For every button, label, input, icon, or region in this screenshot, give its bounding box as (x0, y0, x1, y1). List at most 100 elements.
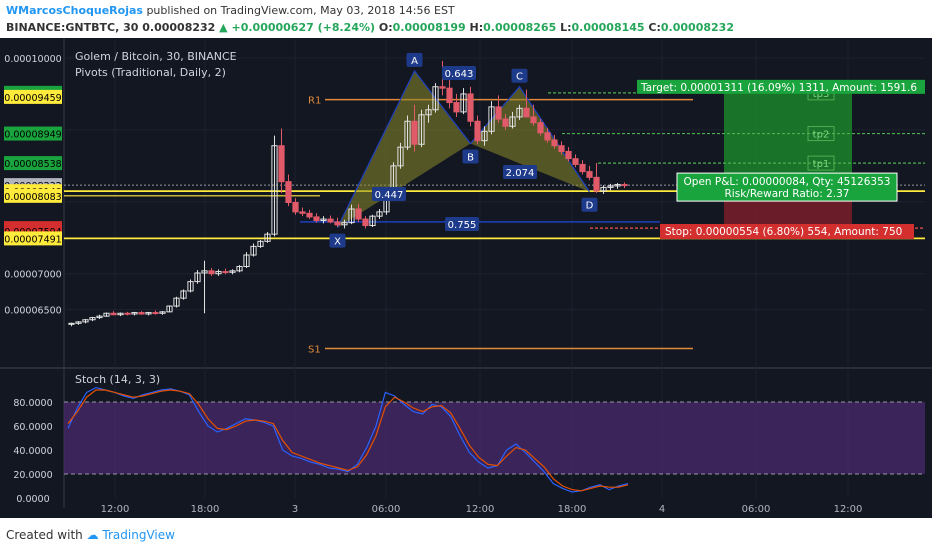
price-badge (4, 231, 62, 246)
last-price: 0.00008232 (142, 21, 216, 34)
x-tick-label: 12:00 (834, 504, 863, 515)
candle-body (257, 240, 264, 247)
x-tick-label: 12:00 (101, 504, 130, 515)
pattern-point-badge (511, 68, 528, 83)
ohlc-line: BINANCE:GNTBTC, 30 0.00008232 ▲ +0.00000… (6, 21, 734, 34)
candle-body (292, 202, 299, 213)
candle-body (215, 271, 222, 275)
tradingview-logo-icon: ☁ (86, 528, 99, 542)
candle-body (474, 120, 481, 142)
candle-body (530, 116, 537, 124)
pattern-ratio-label: 0.447 (375, 190, 404, 201)
pattern-point-label: C (516, 72, 523, 83)
candle-body (194, 272, 201, 283)
publish-line: WMarcosChoqueRojas published on TradingV… (6, 4, 455, 17)
x-tick-label: 18:00 (191, 504, 220, 515)
candle-body (376, 211, 383, 217)
high-label: H: (469, 21, 484, 34)
x-tick-label: 3 (292, 504, 298, 515)
pattern-point-badge (581, 197, 598, 212)
price-badge (4, 188, 62, 203)
target-label: Target: 0.00001311 (16.09%) 1311, Amount… (640, 82, 917, 94)
candle-body (488, 106, 495, 132)
candle-body (299, 211, 306, 214)
candle-body (250, 245, 257, 256)
candle-body (341, 222, 348, 226)
candle-body (208, 270, 215, 275)
candle-body (355, 208, 362, 220)
tp1-marker (807, 155, 835, 171)
x-tick-label: 06:00 (742, 504, 771, 515)
candle-body (236, 266, 243, 272)
candle-body (607, 185, 614, 188)
candle-body (313, 216, 320, 221)
tp2-marker (807, 126, 835, 142)
stoch-y-tick-label: 80.0000 (13, 398, 52, 409)
triangle-up-icon: ▲ (219, 21, 228, 34)
pattern-point-badge (329, 233, 346, 248)
pattern-point-badge (406, 52, 423, 67)
candle-body (586, 171, 593, 178)
candle-body (327, 218, 334, 223)
chart-area[interactable]: R1 S1 X A B C D 0.643 2.074 0.447 0.755 tp3 tp2 tp1 T… (0, 38, 932, 518)
tradingview-brand-link[interactable]: TradingView (102, 528, 175, 542)
candle-body (117, 312, 124, 316)
stoch-k-line (67, 386, 629, 493)
pivot-r1-label: R1 (308, 96, 321, 107)
candle-body (243, 254, 250, 268)
candle-body (348, 208, 355, 224)
candle-body (614, 184, 621, 187)
candle-body (264, 233, 271, 242)
symbol-text: BINANCE:GNTBTC, 30 (6, 21, 139, 34)
candle-body (446, 87, 453, 104)
price-badge (4, 126, 62, 141)
candle-body (89, 317, 96, 321)
stoch-d-line (67, 389, 629, 492)
candle-body (110, 312, 117, 316)
open-value: 0.00008199 (392, 21, 466, 34)
candle-body (404, 120, 411, 148)
pattern-point-label: D (586, 201, 594, 212)
y-tick-label: 0.00008083 (4, 192, 61, 203)
y-tick-label: 0.00007491 (4, 234, 61, 245)
candle-body (558, 145, 565, 152)
candle-body (439, 86, 446, 89)
y-tick-label: 0.00006500 (4, 306, 61, 317)
stoch-band (64, 402, 925, 474)
candle-body (593, 176, 600, 192)
candle-body (600, 186, 607, 192)
tp1-label: tp1 (813, 159, 830, 170)
pattern-ratio-badge (503, 165, 537, 179)
candle-body (579, 163, 586, 173)
y-tick-label: 0.00007000 (4, 270, 61, 281)
candle-body (138, 312, 145, 315)
candle-body (187, 281, 194, 292)
candle-body (320, 218, 327, 221)
pattern-point-badge (462, 149, 479, 164)
stoch-y-tick-label: 40.0000 (13, 446, 52, 457)
pattern-legs (336, 69, 590, 228)
pattern-point-label: X (334, 237, 341, 248)
candle-body (572, 158, 579, 165)
low-value: 0.00008145 (571, 21, 645, 34)
high-value: 0.00008265 (483, 21, 557, 34)
pivots-legend: Pivots (Traditional, Daily, 2) (75, 66, 226, 79)
pnl-box (676, 172, 898, 202)
candle-body (565, 150, 572, 160)
candle-body (201, 270, 208, 274)
stop-label: Stop: 0.00000554 (6.80%) 554, Amount: 75… (665, 226, 902, 238)
price-badge (4, 89, 62, 104)
candle-body (222, 271, 229, 274)
author-link[interactable]: WMarcosChoqueRojas (6, 4, 143, 17)
y-tick-label: 0.00008538 (4, 159, 61, 170)
pattern-ratio-badge (445, 217, 479, 231)
candle-body (124, 312, 131, 315)
candle-body (460, 93, 467, 113)
candle-body (369, 215, 376, 227)
pattern-ratio-label: 2.074 (506, 168, 535, 179)
candle-body (411, 120, 418, 145)
candle-body (432, 86, 439, 111)
stoch-y-tick-label: 60.0000 (13, 422, 52, 433)
chart-svg[interactable]: R1 S1 X A B C D 0.643 2.074 0.447 0.755 tp3 tp2 tp1 T… (0, 38, 932, 518)
candle-body (306, 212, 313, 218)
